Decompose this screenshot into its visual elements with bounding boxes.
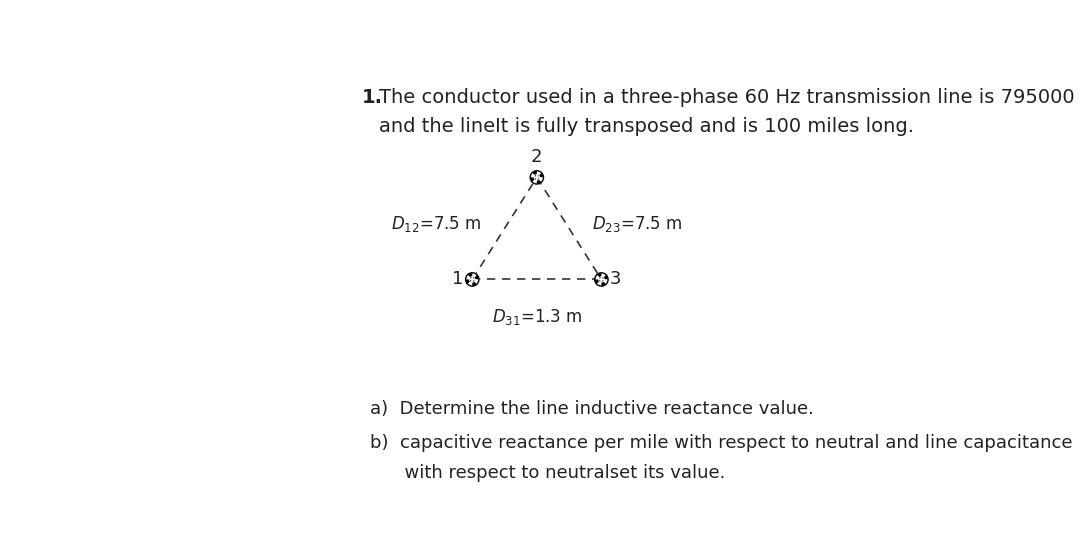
Circle shape bbox=[595, 273, 608, 286]
Circle shape bbox=[536, 176, 538, 179]
Wedge shape bbox=[468, 280, 472, 286]
Wedge shape bbox=[602, 273, 606, 280]
Wedge shape bbox=[596, 273, 602, 280]
Wedge shape bbox=[602, 280, 604, 282]
Text: $D_{12}$=7.5 m: $D_{12}$=7.5 m bbox=[391, 214, 482, 234]
Circle shape bbox=[535, 175, 539, 180]
Wedge shape bbox=[465, 280, 472, 284]
Wedge shape bbox=[602, 279, 604, 280]
Wedge shape bbox=[537, 173, 543, 177]
Text: b)  capacitive reactance per mile with respect to neutral and line capacitance: b) capacitive reactance per mile with re… bbox=[370, 433, 1072, 452]
Wedge shape bbox=[472, 280, 474, 282]
Circle shape bbox=[471, 279, 473, 280]
Wedge shape bbox=[535, 176, 537, 179]
Text: 3: 3 bbox=[610, 270, 622, 288]
Wedge shape bbox=[472, 277, 474, 280]
Wedge shape bbox=[537, 177, 541, 184]
Wedge shape bbox=[537, 171, 541, 177]
Circle shape bbox=[470, 277, 475, 282]
Wedge shape bbox=[471, 277, 473, 280]
Wedge shape bbox=[596, 280, 602, 286]
Wedge shape bbox=[470, 279, 472, 280]
Wedge shape bbox=[532, 177, 537, 184]
Circle shape bbox=[465, 273, 478, 286]
Text: 1: 1 bbox=[453, 270, 463, 288]
Wedge shape bbox=[470, 280, 472, 282]
Circle shape bbox=[599, 277, 604, 282]
Wedge shape bbox=[472, 279, 475, 280]
Wedge shape bbox=[599, 280, 602, 282]
Wedge shape bbox=[468, 273, 472, 280]
Wedge shape bbox=[472, 280, 478, 284]
Wedge shape bbox=[472, 280, 477, 286]
Wedge shape bbox=[537, 176, 539, 179]
Wedge shape bbox=[530, 173, 537, 177]
Wedge shape bbox=[599, 277, 602, 280]
Text: $D_{23}$=7.5 m: $D_{23}$=7.5 m bbox=[592, 214, 683, 234]
Circle shape bbox=[600, 279, 603, 280]
Wedge shape bbox=[599, 279, 602, 280]
Wedge shape bbox=[470, 277, 472, 280]
Circle shape bbox=[530, 171, 543, 184]
Wedge shape bbox=[595, 275, 602, 280]
Text: a)  Determine the line inductive reactance value.: a) Determine the line inductive reactanc… bbox=[370, 400, 814, 418]
Wedge shape bbox=[472, 275, 478, 280]
Wedge shape bbox=[536, 175, 538, 177]
Wedge shape bbox=[535, 177, 537, 180]
Wedge shape bbox=[600, 280, 603, 282]
Wedge shape bbox=[602, 275, 608, 280]
Text: 2: 2 bbox=[531, 148, 542, 166]
Wedge shape bbox=[600, 277, 603, 280]
Text: $D_{31}$=1.3 m: $D_{31}$=1.3 m bbox=[491, 307, 582, 327]
Wedge shape bbox=[532, 171, 537, 177]
Wedge shape bbox=[535, 175, 537, 177]
Text: and the lineIt is fully transposed and is 100 miles long.: and the lineIt is fully transposed and i… bbox=[379, 117, 915, 136]
Wedge shape bbox=[536, 177, 538, 180]
Wedge shape bbox=[602, 277, 604, 280]
Wedge shape bbox=[537, 177, 543, 182]
Wedge shape bbox=[602, 280, 606, 286]
Wedge shape bbox=[471, 280, 473, 282]
Wedge shape bbox=[537, 177, 539, 180]
Wedge shape bbox=[602, 280, 608, 284]
Wedge shape bbox=[537, 175, 539, 177]
Text: 1.: 1. bbox=[362, 88, 383, 107]
Wedge shape bbox=[530, 177, 537, 182]
Wedge shape bbox=[465, 275, 472, 280]
Text: with respect to neutralset its value.: with respect to neutralset its value. bbox=[370, 464, 726, 482]
Text: The conductor used in a three-phase 60 Hz transmission line is 795000 cmil ACSR : The conductor used in a three-phase 60 H… bbox=[379, 88, 1080, 107]
Wedge shape bbox=[595, 280, 602, 284]
Wedge shape bbox=[472, 273, 477, 280]
